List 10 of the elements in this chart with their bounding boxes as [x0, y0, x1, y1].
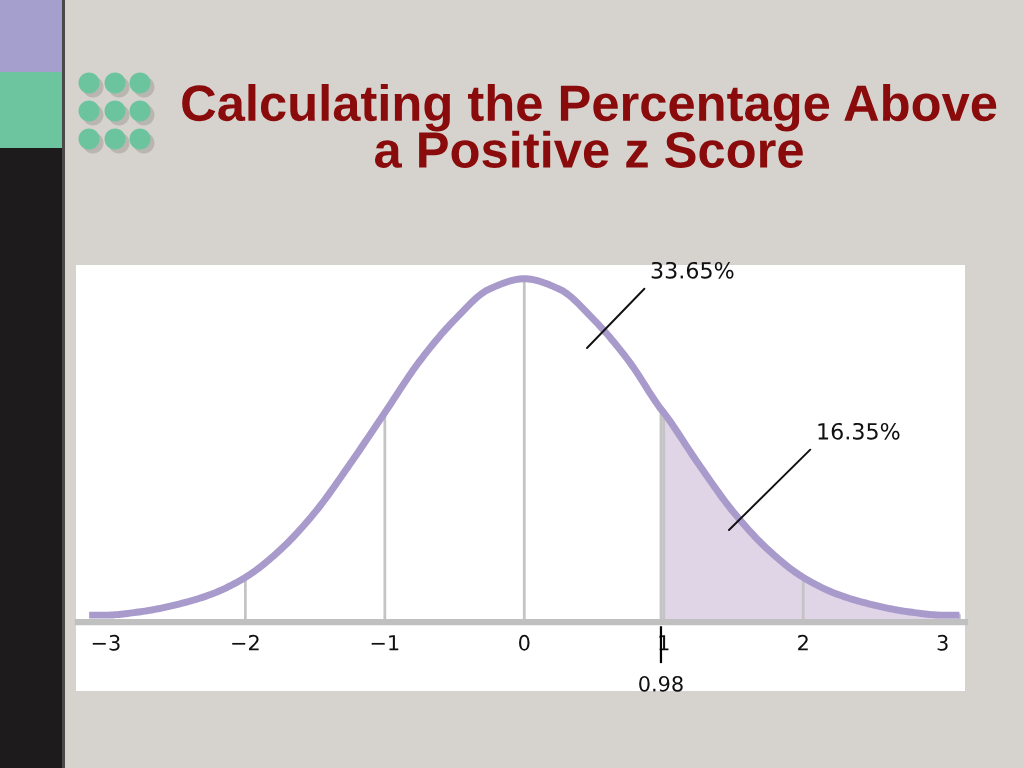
x-tick-label: 3	[937, 634, 948, 651]
annotation: 16.35%	[818, 422, 900, 440]
chart-title: Calculating the Percentage Above a Positive z Score	[182, 84, 997, 168]
x-tick-label: −2	[232, 634, 259, 651]
text: 33.65%	[651, 261, 734, 279]
x-tick-label: −1	[371, 635, 399, 651]
x-tick-label: 0	[519, 634, 530, 651]
ref-line-label: 0.98	[639, 675, 683, 692]
x-tick-label: 2	[798, 634, 808, 651]
x-tick-label: −3	[92, 634, 120, 651]
